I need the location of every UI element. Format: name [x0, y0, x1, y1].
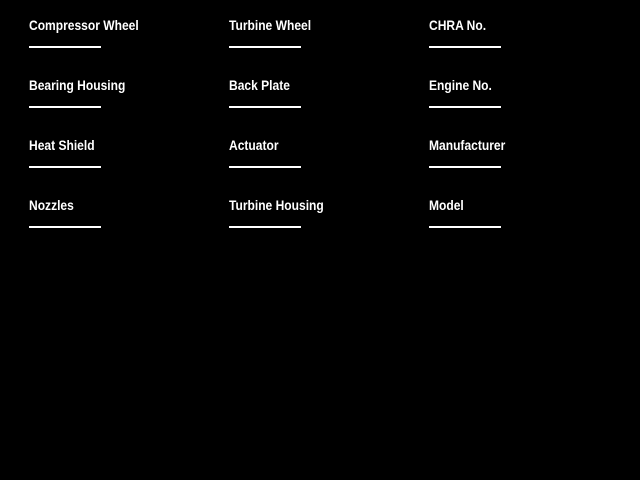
field-label: Nozzles [29, 197, 74, 213]
field-label: Back Plate [229, 77, 290, 93]
field-write-in-rule[interactable] [229, 106, 301, 108]
field-write-in-rule[interactable] [229, 46, 301, 48]
field-label: Manufacturer [429, 137, 506, 153]
field-write-in-rule[interactable] [29, 226, 101, 228]
field-label: Compressor Wheel [29, 17, 139, 33]
field-label: Heat Shield [29, 137, 95, 153]
field-label: Turbine Wheel [229, 17, 312, 33]
field-write-in-rule[interactable] [429, 166, 501, 168]
field-label: CHRA No. [429, 17, 487, 33]
field-label: Actuator [229, 137, 279, 153]
field-write-in-rule[interactable] [429, 46, 501, 48]
field-write-in-rule[interactable] [429, 106, 501, 108]
field-label: Engine No. [429, 77, 492, 93]
field-write-in-rule[interactable] [429, 226, 501, 228]
field-label: Bearing Housing [29, 77, 126, 93]
field-write-in-rule[interactable] [29, 46, 101, 48]
field-label: Turbine Housing [229, 197, 324, 213]
field-label: Model [429, 197, 464, 213]
field-write-in-rule[interactable] [229, 226, 301, 228]
field-write-in-rule[interactable] [29, 166, 101, 168]
field-write-in-rule[interactable] [29, 106, 101, 108]
field-write-in-rule[interactable] [229, 166, 301, 168]
